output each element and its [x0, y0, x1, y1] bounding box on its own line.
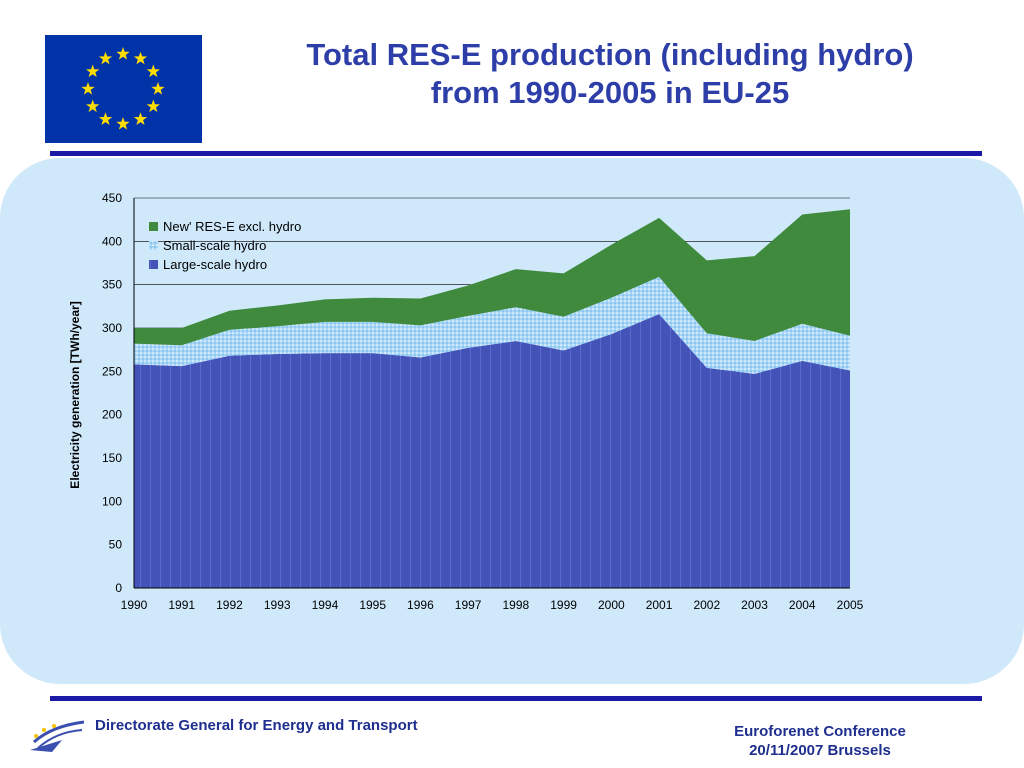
title-line-1: Total RES-E production (including hydro)	[306, 37, 914, 72]
y-axis-label: Electricity generation [TWh/year]	[68, 301, 82, 488]
x-tick-label: 1999	[550, 598, 577, 612]
x-tick-label: 2004	[789, 598, 816, 612]
x-tick-label: 1991	[168, 598, 195, 612]
eu-star-icon	[133, 112, 148, 125]
eu-star-icon	[116, 117, 130, 130]
footer-organization: Directorate General for Energy and Trans…	[95, 717, 418, 734]
eu-star-icon	[86, 99, 100, 113]
x-tick-label: 1992	[216, 598, 243, 612]
eu-star-icon	[116, 47, 130, 60]
footer-event-name: Euroforenet Conference	[734, 723, 906, 740]
area-large-scale-hydro	[134, 314, 850, 588]
legend-label: New' RES-E excl. hydro	[163, 219, 301, 234]
top-divider	[50, 151, 982, 156]
y-tick-label: 50	[109, 538, 123, 552]
x-tick-label: 2001	[646, 598, 673, 612]
y-tick-label: 450	[102, 191, 122, 205]
legend-label: Small-scale hydro	[163, 238, 266, 253]
x-tick-label: 1994	[312, 598, 339, 612]
eu-star-icon	[146, 99, 160, 113]
y-tick-label: 100	[102, 494, 122, 508]
eu-star-icon	[98, 112, 113, 125]
eu-flag-icon	[45, 35, 202, 143]
x-tick-label: 1995	[359, 598, 386, 612]
x-tick-label: 2005	[837, 598, 864, 612]
y-tick-label: 400	[102, 234, 122, 248]
eu-star-icon	[81, 82, 95, 95]
dg-tren-logo-icon	[30, 720, 85, 752]
x-tick-label: 2002	[693, 598, 720, 612]
eu-star-icon	[133, 51, 148, 65]
title-line-2: from 1990-2005 in EU-25	[430, 75, 790, 110]
x-tick-label: 1998	[503, 598, 530, 612]
x-tick-label: 1997	[455, 598, 482, 612]
x-tick-label: 1993	[264, 598, 291, 612]
bottom-divider	[50, 696, 982, 701]
eu-flag-stars	[81, 47, 165, 130]
y-tick-label: 250	[102, 364, 122, 378]
x-tick-label: 2003	[741, 598, 768, 612]
x-tick-label: 1996	[407, 598, 434, 612]
legend-swatch	[149, 241, 158, 250]
legend-swatch	[149, 260, 158, 269]
eu-star-icon	[146, 64, 160, 78]
page-title: Total RES-E production (including hydro)…	[230, 36, 990, 112]
footer-event: Euroforenet Conference 20/11/2007 Brusse…	[700, 722, 940, 760]
eu-star-icon	[86, 64, 100, 78]
legend-label: Large-scale hydro	[163, 257, 267, 272]
eu-star-icon	[98, 51, 113, 65]
y-tick-label: 150	[102, 451, 122, 465]
x-tick-label: 1990	[121, 598, 148, 612]
x-tick-label: 2000	[598, 598, 625, 612]
y-tick-label: 300	[102, 321, 122, 335]
legend-swatch	[149, 222, 158, 231]
y-tick-label: 200	[102, 408, 122, 422]
y-tick-label: 350	[102, 278, 122, 292]
y-tick-label: 0	[115, 581, 122, 595]
area-new-res-e	[134, 209, 850, 346]
footer-event-date: 20/11/2007 Brussels	[749, 742, 891, 759]
eu-star-icon	[151, 82, 165, 95]
area-small-scale-hydro	[134, 276, 850, 374]
